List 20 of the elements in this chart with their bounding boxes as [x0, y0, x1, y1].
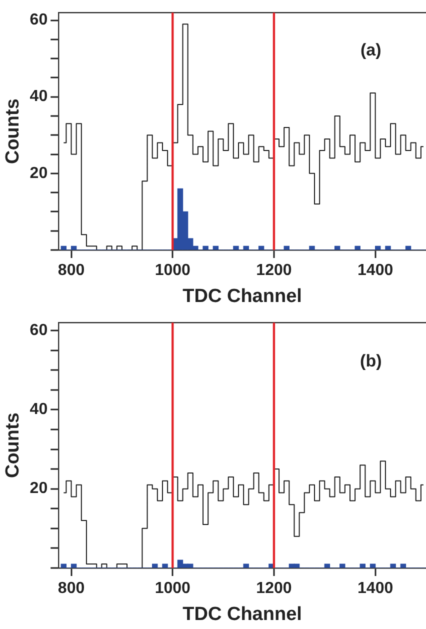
- x-tick-label: 1200: [256, 262, 292, 280]
- annotation: (b): [360, 352, 382, 371]
- x-tick-label: 800: [58, 580, 85, 598]
- x-axis-title: TDC Channel: [182, 286, 302, 307]
- y-axis-title: Counts: [2, 98, 24, 164]
- y-tick-label: 60: [30, 12, 48, 29]
- y-axis-title: Counts: [2, 412, 24, 478]
- annotation: (a): [360, 40, 382, 60]
- x-tick-label: 800: [58, 262, 85, 280]
- y-tick-label: 20: [30, 164, 48, 182]
- x-tick-label: 1400: [358, 580, 394, 598]
- x-tick-label: 1400: [358, 262, 394, 280]
- x-tick-label: 1000: [154, 262, 191, 280]
- x-tick-label: 1200: [256, 580, 292, 598]
- y-tick-label: 40: [30, 88, 48, 106]
- y-tick-label: 60: [30, 322, 48, 339]
- x-axis-title: TDC Channel: [182, 604, 302, 625]
- y-tick-label: 20: [30, 480, 48, 498]
- x-tick-label: 1000: [154, 580, 191, 598]
- y-tick-label: 40: [30, 401, 48, 418]
